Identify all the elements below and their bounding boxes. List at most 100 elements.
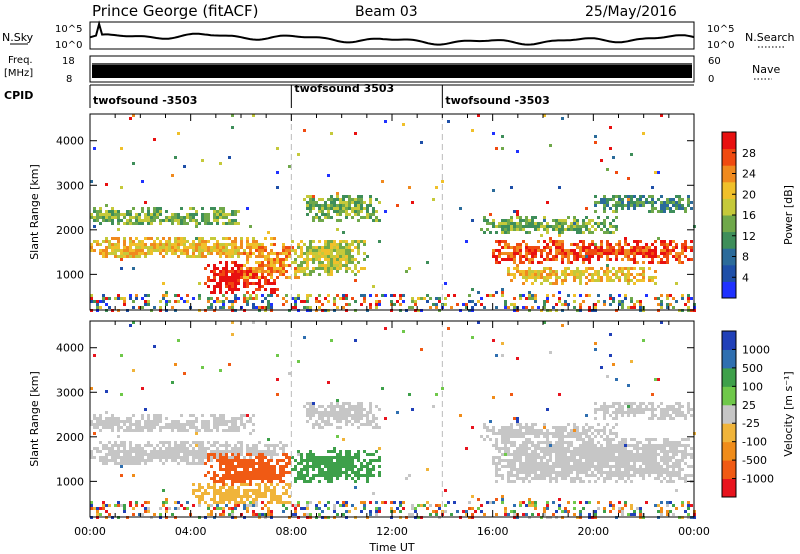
heatmap-cell <box>312 423 315 426</box>
heatmap-cell <box>213 270 216 273</box>
heatmap-cell <box>576 222 579 225</box>
heatmap-cell <box>225 471 228 474</box>
heatmap-cell <box>555 432 558 435</box>
heatmap-cell <box>144 201 147 204</box>
heatmap-cell <box>537 462 540 465</box>
heatmap-cell <box>630 297 633 300</box>
heatmap-cell <box>654 414 657 417</box>
heatmap-cell <box>117 228 120 231</box>
heatmap-cell <box>612 156 615 159</box>
heatmap-cell <box>618 279 621 282</box>
heatmap-cell <box>609 294 612 297</box>
heatmap-cell <box>495 432 498 435</box>
heatmap-cell <box>192 243 195 246</box>
heatmap-cell <box>594 279 597 282</box>
heatmap-cell <box>513 210 516 213</box>
heatmap-cell <box>546 432 549 435</box>
heatmap-cell <box>669 447 672 450</box>
heatmap-cell <box>606 471 609 474</box>
heatmap-cell <box>240 444 243 447</box>
heatmap-cell <box>528 429 531 432</box>
heatmap-cell <box>282 474 285 477</box>
heatmap-cell <box>330 243 333 246</box>
heatmap-cell <box>621 507 624 510</box>
heatmap-cell <box>330 216 333 219</box>
heatmap-cell <box>549 240 552 243</box>
heatmap-cell <box>210 222 213 225</box>
heatmap-cell <box>183 429 186 432</box>
heatmap-cell <box>246 414 249 417</box>
heatmap-cell <box>558 186 561 189</box>
heatmap-cell <box>288 483 291 486</box>
heatmap-cell <box>336 426 339 429</box>
heatmap-cell <box>627 459 630 462</box>
heatmap-cell <box>465 303 468 306</box>
heatmap-cell <box>342 465 345 468</box>
heatmap-cell <box>411 306 414 309</box>
heatmap-cell <box>558 438 561 441</box>
heatmap-cell <box>204 450 207 453</box>
heatmap-cell <box>255 288 258 291</box>
heatmap-cell <box>264 450 267 453</box>
heatmap-cell <box>525 465 528 468</box>
heatmap-cell <box>261 471 264 474</box>
heatmap-cell <box>345 408 348 411</box>
heatmap-cell <box>348 198 351 201</box>
heatmap-cell <box>678 261 681 264</box>
heatmap-cell <box>549 276 552 279</box>
heatmap-cell <box>312 408 315 411</box>
heatmap-cell <box>591 279 594 282</box>
heatmap-cell <box>327 210 330 213</box>
heatmap-cell <box>198 249 201 252</box>
heatmap-cell <box>588 450 591 453</box>
heatmap-cell <box>567 447 570 450</box>
heatmap-cell <box>165 456 168 459</box>
heatmap-cell <box>603 414 606 417</box>
heatmap-cell <box>288 486 291 489</box>
heatmap-cell <box>132 222 135 225</box>
heatmap-cell <box>510 426 513 429</box>
heatmap-cell <box>579 240 582 243</box>
heatmap-cell <box>171 219 174 222</box>
heatmap-cell <box>585 258 588 261</box>
heatmap-cell <box>297 255 300 258</box>
heatmap-cell <box>306 246 309 249</box>
heatmap-cell <box>612 426 615 429</box>
heatmap-cell <box>315 411 318 414</box>
heatmap-cell <box>336 258 339 261</box>
heatmap-cell <box>213 291 216 294</box>
heatmap-cell <box>639 279 642 282</box>
heatmap-cell <box>654 444 657 447</box>
heatmap-cell <box>207 276 210 279</box>
heatmap-cell <box>318 405 321 408</box>
heatmap-cell <box>564 276 567 279</box>
heatmap-cell <box>174 294 177 297</box>
heatmap-cell <box>90 294 93 297</box>
heatmap-cell <box>129 249 132 252</box>
heatmap-cell <box>369 462 372 465</box>
heatmap-cell <box>603 432 606 435</box>
heatmap-cell <box>384 210 387 213</box>
heatmap-cell <box>594 306 597 309</box>
heatmap-cell <box>546 501 549 504</box>
heatmap-cell <box>636 471 639 474</box>
heatmap-cell <box>255 261 258 264</box>
heatmap-cell <box>618 411 621 414</box>
heatmap-cell <box>315 201 318 204</box>
heatmap-cell <box>597 276 600 279</box>
heatmap-cell <box>246 453 249 456</box>
heatmap-cell <box>537 456 540 459</box>
heatmap-cell <box>357 450 360 453</box>
heatmap-cell <box>225 462 228 465</box>
heatmap-cell <box>501 447 504 450</box>
heatmap-cell <box>105 303 108 306</box>
heatmap-cell <box>129 459 132 462</box>
heatmap-cell <box>573 255 576 258</box>
heatmap-cell <box>264 258 267 261</box>
heatmap-cell <box>318 426 321 429</box>
heatmap-cell <box>549 252 552 255</box>
heatmap-cell <box>186 423 189 426</box>
heatmap-cell <box>543 426 546 429</box>
heatmap-cell <box>171 216 174 219</box>
heatmap-cell <box>426 300 429 303</box>
